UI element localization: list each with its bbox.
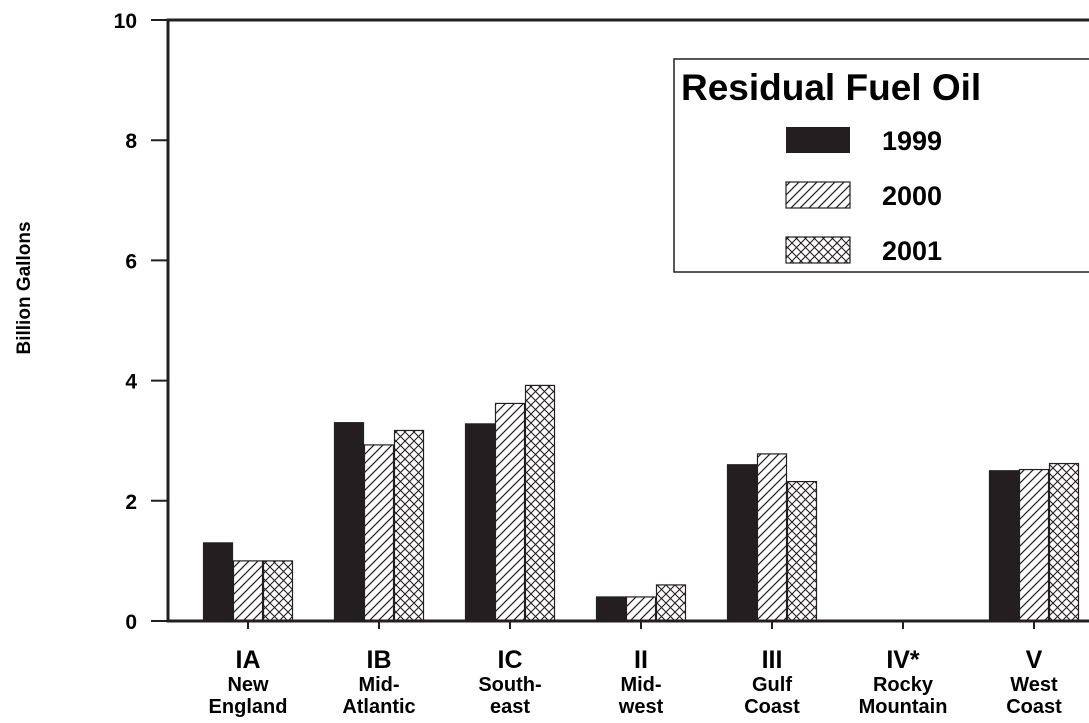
bar-ii-2000 [625,596,657,622]
y-axis-label: Billion Gallons [14,221,35,354]
bar-ia-2000 [232,560,264,622]
x-category-name: Mid- [358,674,399,696]
x-category-code: II [634,646,648,674]
legend-label-2001: 2001 [882,236,942,266]
x-category-name: Coast [744,696,800,718]
x-category-name: South- [478,674,541,696]
bar-ic-2000 [494,402,526,622]
y-tick-label: 10 [114,10,137,33]
x-category-code: IA [236,646,261,674]
legend-box [673,58,1089,273]
x-category-name: Gulf [752,674,792,696]
legend-swatch-2000 [785,181,851,209]
bar-ii-2001 [655,584,687,622]
bar-ii-1999 [595,596,627,622]
x-category-code: IC [498,646,523,674]
legend-swatch-2001 [785,236,851,264]
x-category-name: Mid- [620,674,661,696]
x-category-name: Rocky [873,674,934,696]
x-category-name: Mountain [859,696,948,718]
x-category-code: IB [367,646,392,674]
bar-ib-2000 [363,444,395,622]
y-tick-label: 6 [125,250,137,273]
plot-frame [166,18,1089,623]
legend-title: Residual Fuel Oil [681,67,981,108]
y-axis-ticks: 0 2 4 6 8 10 [114,10,168,634]
bar-v-1999 [988,470,1020,622]
bar-ib-2001 [393,429,425,622]
bar-ia-2001 [262,560,294,622]
bar-v-2000 [1018,468,1050,622]
x-category-name: England [209,696,288,718]
x-category-name: West [1010,674,1058,696]
x-category-name: Coast [1006,696,1062,718]
x-category-code: IV* [886,646,920,674]
x-category-name: New [227,674,269,696]
bar-iii-1999 [726,464,758,622]
legend-label-2000: 2000 [882,181,942,211]
legend-label-1999: 1999 [882,126,942,156]
x-category-name: west [618,696,664,718]
legend-swatch-1999 [786,127,850,153]
x-category-code: V [1026,646,1043,674]
x-category-name: Atlantic [342,696,415,718]
bar-ic-2001 [524,384,556,622]
x-category-code: III [762,646,783,674]
x-category-name: east [490,696,530,718]
bars [202,384,1080,622]
y-tick-label: 4 [125,371,137,394]
y-tick-label: 8 [125,130,137,153]
bar-ib-1999 [333,422,365,622]
bar-ic-1999 [464,423,496,622]
bar-v-2001 [1048,462,1080,622]
x-axis-category-labels: IANewEnglandIBMid-AtlanticICSouth-eastII… [209,621,1062,718]
y-tick-label: 0 [125,611,137,634]
legend: Residual Fuel Oil 1999 2000 2001 [673,58,1089,273]
bar-iii-2000 [756,453,788,622]
bar-ia-1999 [202,542,234,622]
bar-iii-2001 [786,480,818,622]
y-tick-label: 2 [125,491,137,514]
